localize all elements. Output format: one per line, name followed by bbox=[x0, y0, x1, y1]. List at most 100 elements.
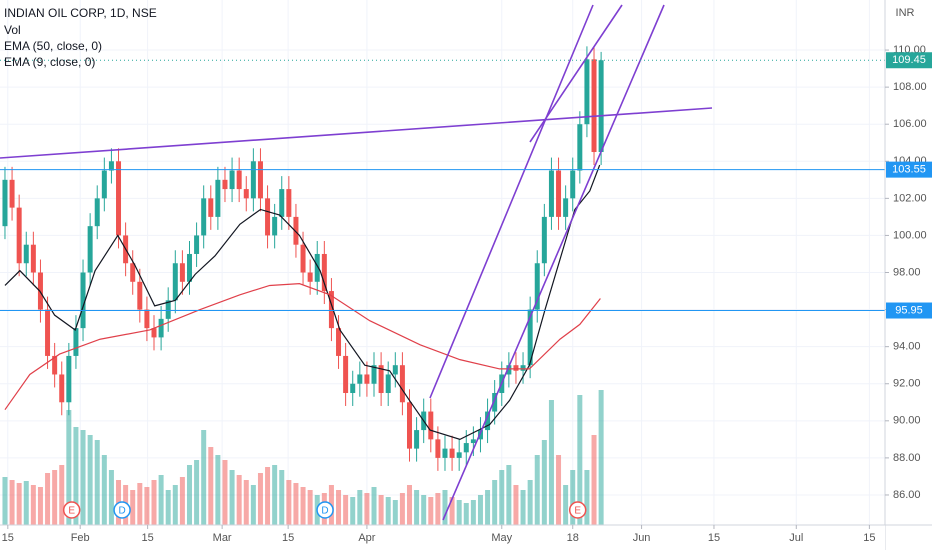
candle-body bbox=[548, 170, 554, 217]
volume-bar bbox=[279, 470, 285, 525]
volume-bar bbox=[222, 460, 228, 525]
candle-body bbox=[428, 411, 434, 440]
price-label-box bbox=[886, 52, 932, 69]
volume-bar bbox=[506, 465, 512, 525]
volume-bar bbox=[45, 473, 51, 525]
candle-body bbox=[449, 448, 455, 458]
candle-body bbox=[30, 244, 36, 273]
candle-body bbox=[144, 309, 150, 329]
y-tick-label: 106.00 bbox=[893, 118, 927, 130]
event-marker bbox=[62, 501, 81, 519]
trend-line bbox=[529, 4, 623, 143]
volume-bar bbox=[30, 485, 36, 525]
candle-body bbox=[158, 318, 164, 338]
volume-bar bbox=[584, 470, 590, 525]
volume-bar bbox=[257, 473, 263, 525]
candle-body bbox=[265, 198, 271, 236]
volume-bar bbox=[243, 480, 249, 525]
price-label: 109.45 bbox=[892, 54, 926, 66]
volume-bar bbox=[144, 487, 150, 525]
trend-line bbox=[429, 4, 594, 399]
volume-bar bbox=[520, 490, 526, 525]
volume-bar bbox=[172, 485, 178, 525]
volume-bar bbox=[73, 427, 79, 525]
candle-body bbox=[208, 198, 214, 217]
volume-bar bbox=[534, 455, 540, 525]
volume-bar bbox=[151, 480, 157, 525]
volume-bar bbox=[165, 490, 171, 525]
volume-bar bbox=[229, 470, 235, 525]
volume-bar bbox=[406, 485, 412, 525]
candle-body bbox=[406, 402, 412, 449]
candle-body bbox=[527, 309, 533, 366]
candle-body bbox=[506, 365, 512, 375]
candle-body bbox=[321, 253, 327, 292]
candle-body bbox=[470, 439, 476, 444]
candle-body bbox=[16, 207, 22, 264]
trend-line bbox=[442, 4, 665, 521]
volume-bar bbox=[80, 430, 86, 525]
candle-body bbox=[591, 59, 597, 153]
candle-body bbox=[584, 59, 590, 125]
candle-body bbox=[442, 448, 448, 458]
volume-bar bbox=[286, 480, 292, 525]
candle-body bbox=[243, 189, 249, 199]
candle-body bbox=[570, 170, 576, 199]
y-tick-label: 102.00 bbox=[893, 192, 927, 204]
candle-body bbox=[343, 355, 349, 394]
candle-body bbox=[257, 161, 263, 199]
candle-body bbox=[272, 216, 278, 236]
volume-bar bbox=[492, 480, 498, 525]
candle-body bbox=[534, 263, 540, 310]
x-tick-label: 15 bbox=[2, 532, 14, 544]
candle-body bbox=[80, 272, 86, 329]
candle-body bbox=[492, 393, 498, 412]
volume-bar bbox=[23, 481, 29, 525]
candle-body bbox=[222, 179, 228, 190]
candle-body bbox=[357, 374, 363, 384]
volume-bar bbox=[158, 475, 164, 525]
volume-bar bbox=[108, 470, 114, 525]
y-tick-label: 88.00 bbox=[893, 452, 921, 464]
candle-body bbox=[378, 365, 384, 394]
y-tick-label: 94.00 bbox=[893, 341, 921, 353]
candle-body bbox=[116, 161, 122, 236]
candle-body bbox=[286, 189, 292, 217]
ema-line bbox=[4, 164, 601, 440]
candle-body bbox=[279, 189, 285, 217]
price-label-box bbox=[886, 302, 932, 319]
candle-body bbox=[2, 179, 8, 227]
volume-bar bbox=[37, 487, 43, 525]
volume-bar bbox=[250, 485, 256, 525]
volume-bar bbox=[343, 495, 349, 525]
volume-bar bbox=[2, 477, 8, 525]
volume-bar bbox=[66, 410, 72, 525]
volume-bar bbox=[272, 465, 278, 525]
volume-bar bbox=[59, 465, 65, 525]
candle-body bbox=[87, 226, 93, 273]
candle-body bbox=[179, 263, 185, 282]
volume-layer bbox=[2, 390, 604, 525]
volume-bar bbox=[236, 475, 242, 525]
volume-bar bbox=[485, 490, 491, 525]
x-tick-label: Feb bbox=[71, 532, 90, 544]
currency-label: INR bbox=[896, 7, 915, 19]
candle-body bbox=[541, 216, 547, 264]
volume-bar bbox=[364, 493, 370, 525]
event-label: E bbox=[574, 506, 581, 517]
candle-body bbox=[194, 235, 200, 254]
trend-line bbox=[0, 107, 713, 159]
y-tick-label: 98.00 bbox=[893, 266, 921, 278]
candle-body bbox=[556, 170, 562, 217]
volume-bar bbox=[385, 497, 391, 525]
volume-bar bbox=[371, 487, 377, 525]
event-label: D bbox=[321, 506, 328, 517]
volume-bar bbox=[449, 497, 455, 525]
trend-lines bbox=[0, 4, 713, 521]
candle-body bbox=[513, 365, 519, 371]
candle-body bbox=[364, 374, 370, 384]
candle-body bbox=[314, 253, 320, 282]
candle-body bbox=[151, 328, 157, 338]
volume-bar bbox=[52, 470, 58, 525]
legend-item: Vol bbox=[4, 23, 21, 37]
